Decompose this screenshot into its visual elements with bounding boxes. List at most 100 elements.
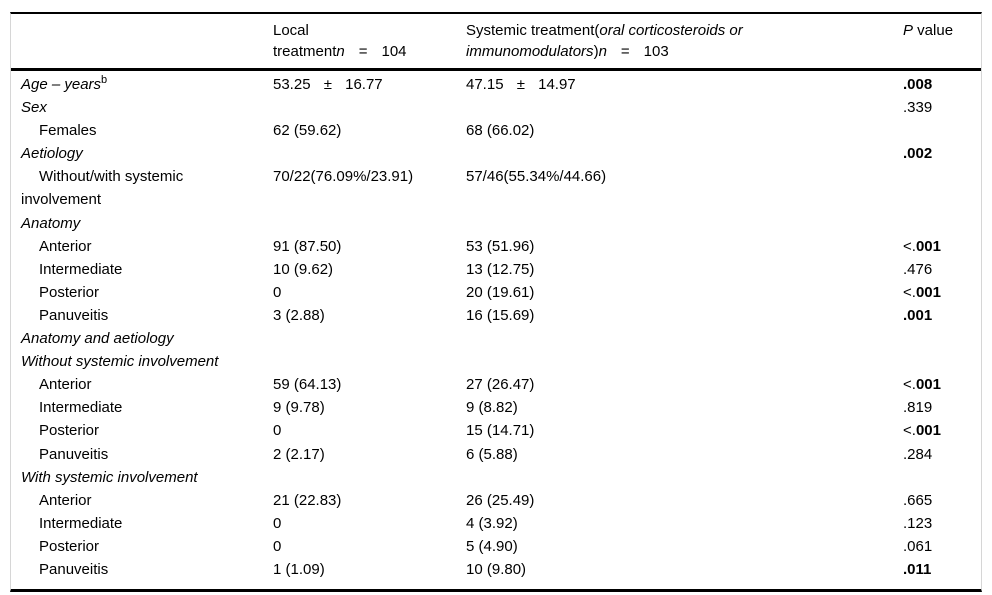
- row-label: Panuveitis: [39, 560, 109, 578]
- table-header-row: Local treatment n = 104 Systemic treatment(…: [11, 14, 981, 71]
- p-value-bold: .001: [903, 306, 933, 324]
- p-value-cell: [903, 466, 981, 489]
- p-value-bold: 001: [915, 237, 941, 255]
- value-systemic: 13 (12.75): [466, 260, 535, 278]
- value-local: 10 (9.62): [273, 260, 334, 278]
- value-systemic: 27 (26.47): [466, 376, 535, 394]
- header-systemic-n-count: 103: [643, 43, 669, 60]
- p-value-cell: [903, 350, 981, 373]
- p-value-cell: .008: [903, 73, 981, 96]
- p-value-normal: <.: [903, 283, 916, 301]
- value-systemic: [466, 327, 903, 350]
- value-local: 3 (2.88): [273, 306, 325, 324]
- header-local-n-count: 104: [381, 43, 407, 60]
- row-label: Posterior: [39, 537, 100, 555]
- p-value-normal: .284: [903, 445, 933, 463]
- value-local: [273, 142, 466, 165]
- value-local: 0: [273, 537, 282, 555]
- table-row-posterior: Posterior 0 15 (14.71) <.001: [11, 419, 981, 442]
- row-label: Without/with systemic involvement: [21, 168, 184, 209]
- p-value-cell: <.001: [903, 235, 981, 258]
- p-value-normal: .339: [903, 99, 933, 117]
- equals-sign: =: [620, 43, 630, 60]
- value-systemic: 53 (51.96): [466, 237, 535, 255]
- p-value-normal: .476: [903, 260, 933, 278]
- table-row-anterior: Anterior 91 (87.50) 53 (51.96) <.001: [11, 235, 981, 258]
- p-value-cell: <.001: [903, 281, 981, 304]
- value-systemic: [466, 142, 903, 165]
- p-value-normal: .123: [903, 514, 933, 532]
- value-local: 53.25 ± 16.77: [273, 76, 383, 93]
- p-value-cell: <.001: [903, 373, 981, 396]
- equals-sign: =: [358, 43, 368, 60]
- p-value-bold: .008: [903, 76, 933, 93]
- p-value-label: value: [913, 22, 954, 39]
- value-local: 0: [273, 283, 282, 301]
- value-systemic: 4 (3.92): [466, 514, 518, 532]
- value-systemic: 57/46(55.34%/44.66): [466, 168, 607, 186]
- p-value-normal: <.: [903, 376, 916, 394]
- p-value-bold: 001: [915, 422, 941, 440]
- header-p-value: P value: [903, 20, 981, 68]
- p-value-cell: [903, 165, 981, 211]
- row-label: Sex: [21, 99, 47, 117]
- p-value-bold: 001: [915, 283, 941, 301]
- value-local: 9 (9.78): [273, 399, 325, 417]
- p-value-cell: .002: [903, 142, 981, 165]
- row-label: Intermediate: [39, 260, 123, 278]
- p-value-cell: .061: [903, 535, 981, 558]
- header-systemic-paren-italic2: immunomodulators: [466, 43, 594, 60]
- p-value-cell: .001: [903, 304, 981, 327]
- table-row-aetiology: Aetiology .002: [11, 142, 981, 165]
- comparison-table: Local treatment n = 104 Systemic treatment(…: [10, 12, 982, 593]
- p-value-cell: .011: [903, 558, 981, 581]
- value-systemic: 47.15 ± 14.97: [466, 76, 576, 93]
- p-value-normal: .665: [903, 491, 933, 509]
- row-label: Intermediate: [39, 399, 123, 417]
- value-systemic: 6 (5.88): [466, 445, 518, 463]
- value-systemic: 10 (9.80): [466, 560, 527, 578]
- row-label: With systemic involvement: [21, 468, 198, 486]
- p-value-cell: .819: [903, 396, 981, 419]
- header-local-line1: Local: [273, 22, 309, 39]
- row-label: Without systemic involvement: [21, 353, 219, 371]
- row-label: Panuveitis: [39, 445, 109, 463]
- p-value-cell: [903, 212, 981, 235]
- table-row-without-with-systemic: Without/with systemic involvement 70/22(…: [11, 165, 981, 211]
- p-value-normal: .819: [903, 399, 933, 417]
- table-row-anterior: Anterior 59 (64.13) 27 (26.47) <.001: [11, 373, 981, 396]
- header-empty-cell: [11, 20, 273, 68]
- p-value-cell: .123: [903, 512, 981, 535]
- row-label: Females: [39, 122, 97, 140]
- row-label: Intermediate: [39, 514, 123, 532]
- header-systemic-paren-italic1: oral corticosteroids or: [599, 22, 743, 39]
- value-local: [273, 350, 466, 373]
- value-local: 2 (2.17): [273, 445, 325, 463]
- value-local: 0: [273, 514, 282, 532]
- table-row-anatomy-and-aetiology: Anatomy and aetiology: [11, 327, 981, 350]
- p-value-cell: <.001: [903, 419, 981, 442]
- value-local: 91 (87.50): [273, 237, 342, 255]
- value-systemic: 9 (8.82): [466, 399, 518, 417]
- value-systemic: [466, 212, 903, 235]
- value-local: 0: [273, 422, 282, 440]
- row-label: Anatomy: [21, 214, 81, 232]
- value-local: [273, 327, 466, 350]
- value-local: [273, 466, 466, 489]
- p-value-normal: <.: [903, 237, 916, 255]
- p-value-cell: .476: [903, 258, 981, 281]
- value-systemic: [466, 466, 903, 489]
- table-row-intermediate: Intermediate 10 (9.62) 13 (12.75) .476: [11, 258, 981, 281]
- value-systemic: 15 (14.71): [466, 422, 535, 440]
- table-row-panuveitis: Panuveitis 1 (1.09) 10 (9.80) .011: [11, 558, 981, 581]
- footnote-marker: b: [101, 74, 108, 86]
- value-systemic: 16 (15.69): [466, 306, 535, 324]
- header-systemic-pre: Systemic treatment(: [466, 22, 600, 39]
- p-value-bold: .011: [903, 560, 932, 578]
- p-symbol: P: [903, 22, 914, 39]
- n-symbol: n: [598, 43, 607, 60]
- p-value-cell: .665: [903, 489, 981, 512]
- header-local-line2: treatment: [273, 43, 337, 60]
- table-row-panuveitis: Panuveitis 2 (2.17) 6 (5.88) .284: [11, 443, 981, 466]
